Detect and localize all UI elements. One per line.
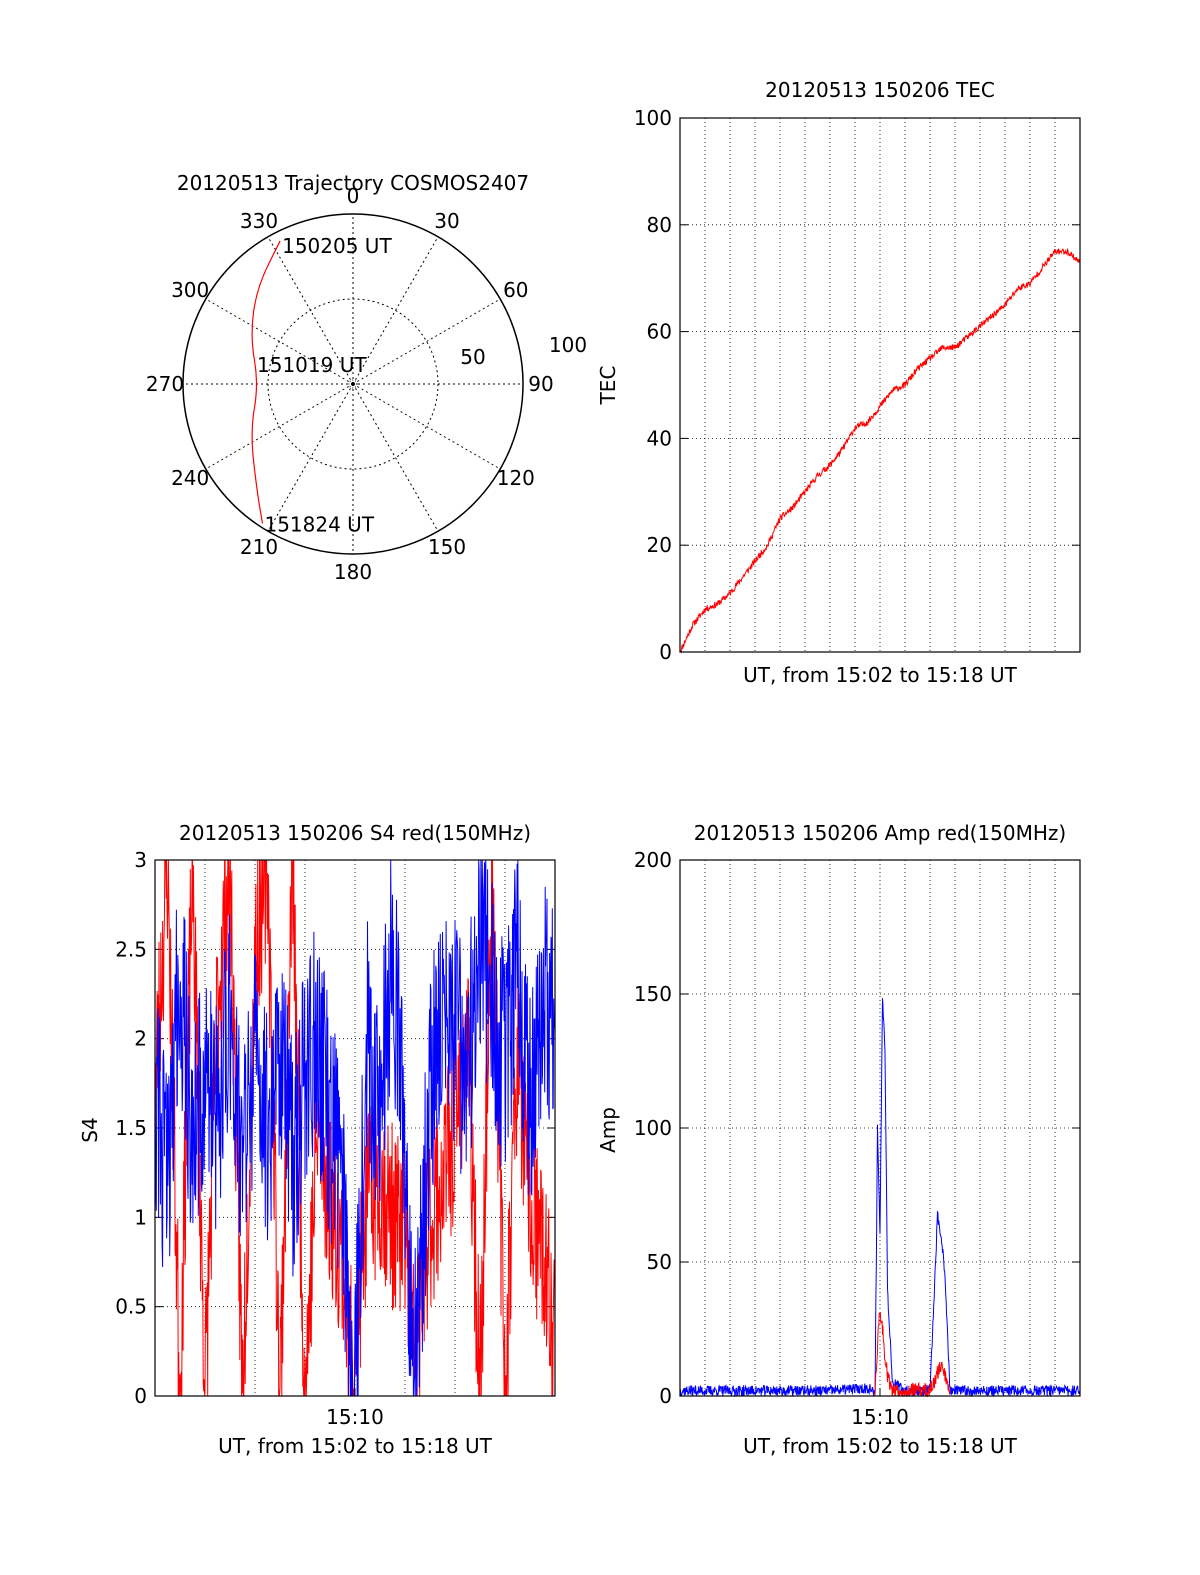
- y-tick-label: 2: [134, 1027, 147, 1051]
- series-line-0: [679, 248, 1081, 654]
- y-tick-label: 0: [659, 640, 672, 664]
- y-tick-label: 20: [647, 533, 672, 557]
- annotation-mid: 151019 UT: [257, 353, 367, 377]
- trajectory-line: [251, 240, 281, 524]
- polar-azimuth-label: 30: [434, 209, 459, 233]
- y-tick-label: 0: [134, 1384, 147, 1408]
- plot-frame: [679, 117, 1081, 653]
- polar-spoke: [205, 383, 354, 470]
- s4-title: 20120513 150206 S4 red(150MHz): [179, 821, 531, 845]
- polar-azimuth-labels: 0 30 60 90 120 150 180 210 240 270 300 330 50 100: [146, 184, 587, 584]
- polar-center: [348, 379, 358, 389]
- polar-azimuth-label: 300: [171, 278, 209, 302]
- s4-ylabel: S4: [78, 1117, 102, 1142]
- amp-plot-area: 0 50 100 150 200 15:10: [634, 848, 1081, 1429]
- polar-azimuth-label: 150: [428, 535, 466, 559]
- tec-xlabel: UT, from 15:02 to 15:18 UT: [743, 663, 1018, 687]
- polar-azimuth-label: 0: [347, 184, 360, 208]
- polar-trajectory: [251, 240, 281, 524]
- y-tick-label: 100: [634, 1116, 672, 1140]
- series-line-1: [154, 859, 556, 1397]
- x-tick-label: 15:10: [851, 1405, 909, 1429]
- polar-azimuth-label: 60: [503, 278, 528, 302]
- y-tick-label: 40: [647, 426, 672, 450]
- polar-spoke: [267, 236, 354, 385]
- polar-azimuth-label: 270: [146, 372, 184, 396]
- polar-annotations: 150205 UT 151019 UT 151824 UT: [257, 234, 392, 536]
- polar-azimuth-label: 240: [171, 466, 209, 490]
- s4-plot-area: 0 0.5 1 1.5 2 2.5 3 15:10: [115, 848, 556, 1429]
- polar-spoke: [352, 298, 501, 385]
- polar-grid: [182, 213, 524, 555]
- tec-plot-area: 0 20 40 60 80 100: [634, 106, 1081, 664]
- amp-xlabel: UT, from 15:02 to 15:18 UT: [743, 1434, 1018, 1458]
- polar-azimuth-label: 180: [334, 560, 372, 584]
- y-tick-label: 200: [634, 848, 672, 872]
- polar-azimuth-label: 120: [497, 466, 535, 490]
- polar-azimuth-label: 210: [240, 535, 278, 559]
- amp-chart: 20120513 150206 Amp red(150MHz) 0 50 100 15…: [596, 821, 1081, 1458]
- trajectory-polar-chart: 20120513 Trajectory COSMOS2407 0 30 60 90 12…: [146, 171, 587, 584]
- y-tick-label: 3: [134, 848, 147, 872]
- y-tick-label: 0: [659, 1384, 672, 1408]
- amp-ylabel: Amp: [596, 1107, 620, 1153]
- y-tick-label: 1: [134, 1205, 147, 1229]
- polar-azimuth-label: 330: [240, 209, 278, 233]
- amp-title: 20120513 150206 Amp red(150MHz): [694, 821, 1066, 845]
- s4-xlabel: UT, from 15:02 to 15:18 UT: [218, 1434, 493, 1458]
- y-tick-label: 80: [647, 213, 672, 237]
- y-tick-label: 0.5: [115, 1295, 147, 1319]
- y-tick-label: 150: [634, 982, 672, 1006]
- polar-azimuth-label: 90: [528, 372, 553, 396]
- series-line-0: [679, 998, 1081, 1398]
- polar-outer-ring: [182, 213, 524, 555]
- y-tick-label: 2.5: [115, 937, 147, 961]
- polar-spoke: [352, 383, 439, 532]
- polar-spoke: [352, 236, 439, 385]
- tec-ylabel: TEC: [596, 366, 620, 406]
- tec-chart: 20120513 150206 TEC 0 20 40 60 80 100 UT, fro…: [596, 78, 1081, 687]
- tec-title: 20120513 150206 TEC: [765, 78, 995, 102]
- annotation-end: 151824 UT: [264, 512, 374, 536]
- x-tick-label: 15:10: [326, 1405, 384, 1429]
- polar-spoke: [205, 298, 354, 385]
- annotation-start: 150205 UT: [282, 234, 392, 258]
- polar-spoke: [267, 383, 354, 532]
- y-tick-label: 100: [634, 106, 672, 130]
- y-tick-label: 50: [647, 1250, 672, 1274]
- y-tick-label: 60: [647, 320, 672, 344]
- polar-radial-label: 50: [460, 345, 485, 369]
- series-line-1: [874, 1312, 951, 1398]
- polar-title: 20120513 Trajectory COSMOS2407: [177, 171, 529, 195]
- y-tick-label: 1.5: [115, 1116, 147, 1140]
- polar-spoke: [352, 383, 501, 470]
- s4-chart: 20120513 150206 S4 red(150MHz) 0 0.5 1 1.5 2…: [78, 821, 556, 1458]
- polar-radial-label: 100: [549, 333, 587, 357]
